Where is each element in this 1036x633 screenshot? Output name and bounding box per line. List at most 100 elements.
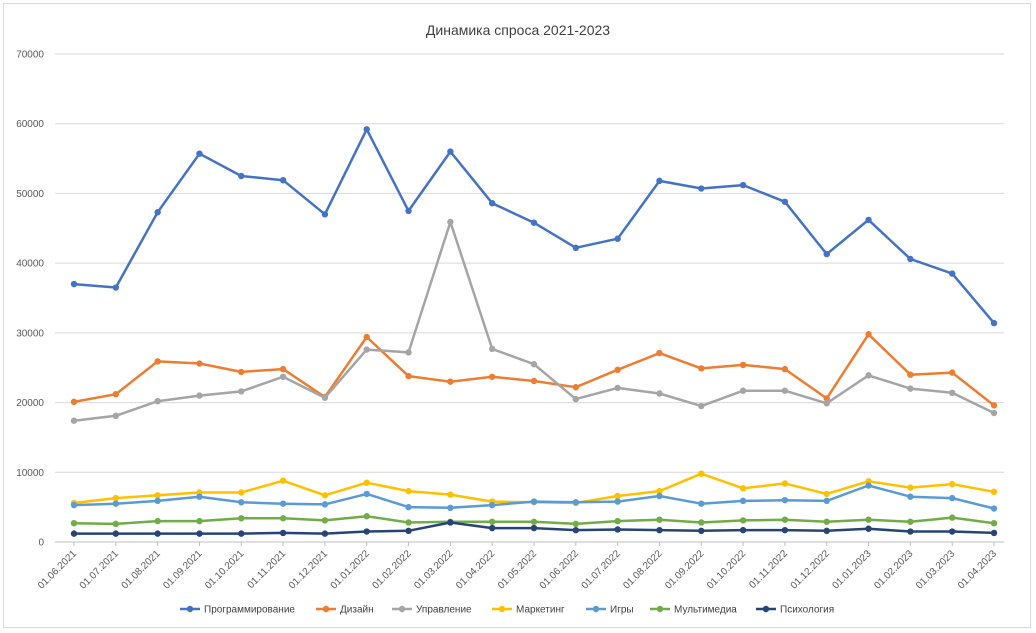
y-tick-label: 10000 <box>16 468 44 479</box>
data-point <box>405 527 412 535</box>
x-tick-label: 01.08.2021 <box>120 548 163 591</box>
data-point <box>614 384 621 392</box>
legend-item: Маркетинг <box>492 605 565 616</box>
data-point <box>865 482 872 489</box>
data-point <box>656 516 663 523</box>
data-point <box>321 530 329 537</box>
chart-title: Динамика спроса 2021-2023 <box>426 22 610 38</box>
data-point <box>154 517 161 525</box>
series-1 <box>70 126 998 327</box>
y-tick-label: 50000 <box>16 189 44 200</box>
data-point <box>865 331 872 338</box>
data-point <box>781 387 789 394</box>
data-point <box>488 345 496 353</box>
data-point <box>698 365 705 372</box>
data-point <box>70 501 78 509</box>
x-tick-label: 01.09.2021 <box>161 548 204 591</box>
data-point <box>781 496 789 504</box>
data-point <box>238 489 245 496</box>
data-point <box>823 527 830 535</box>
data-point <box>154 497 161 505</box>
legend-label: Программирование <box>204 605 295 616</box>
data-point <box>238 368 245 376</box>
x-tick-label: 01.03.2023 <box>914 548 957 591</box>
data-point <box>948 514 956 521</box>
x-tick-label: 01.12.2022 <box>789 548 832 591</box>
data-point <box>572 526 580 534</box>
legend-label: Дизайн <box>340 605 374 616</box>
data-point <box>656 492 663 500</box>
y-axis: 0 10000 20000 30000 40000 50000 60000 70000 <box>16 50 44 549</box>
y-tick-label: 40000 <box>16 259 44 270</box>
data-point <box>990 488 998 496</box>
data-point <box>530 518 538 525</box>
data-point <box>948 270 956 277</box>
legend-label: Управление <box>416 605 472 616</box>
data-point <box>572 384 580 391</box>
data-point <box>112 500 120 507</box>
data-point <box>196 530 203 537</box>
data-point <box>447 378 454 385</box>
data-point <box>656 526 663 534</box>
x-tick-label: 01.10.2021 <box>203 548 246 591</box>
data-point <box>112 530 120 537</box>
data-point <box>70 398 78 406</box>
data-point <box>112 412 120 420</box>
data-point <box>363 333 370 341</box>
data-point <box>447 491 454 498</box>
legend-marker <box>398 605 406 613</box>
data-point <box>530 377 538 385</box>
y-tick-label: 70000 <box>16 50 44 61</box>
data-point <box>238 172 245 180</box>
legend-marker <box>322 605 330 613</box>
data-point <box>70 530 78 537</box>
legend-item: Дизайн <box>316 605 374 616</box>
series-group <box>70 126 998 537</box>
legend-item: Мультимедиа <box>650 605 737 616</box>
data-point <box>405 349 412 356</box>
data-point <box>279 176 287 184</box>
data-point <box>990 519 998 527</box>
data-point <box>907 255 914 263</box>
data-point <box>990 409 998 417</box>
data-point <box>447 504 454 512</box>
data-point <box>321 394 329 401</box>
y-tick-label: 0 <box>38 538 44 549</box>
series-line <box>73 128 995 324</box>
data-point <box>572 499 580 506</box>
data-point <box>279 477 287 484</box>
series-7 <box>70 519 998 537</box>
data-point <box>948 389 956 397</box>
data-point <box>698 402 705 410</box>
data-point <box>990 402 998 409</box>
data-point <box>238 388 245 395</box>
legend-item: Управление <box>392 605 472 616</box>
data-point <box>321 211 329 218</box>
data-point <box>279 529 287 537</box>
legend-marker <box>762 605 770 613</box>
data-point <box>530 219 538 226</box>
data-point <box>739 497 747 505</box>
data-point <box>154 397 161 405</box>
data-point <box>488 373 496 380</box>
data-point <box>196 517 203 525</box>
data-point <box>739 361 747 369</box>
data-point <box>698 527 705 535</box>
data-point <box>196 360 203 367</box>
data-point <box>405 519 412 526</box>
series-3 <box>70 218 998 424</box>
data-point <box>614 492 621 500</box>
x-tick-label: 01.06.2021 <box>36 548 79 591</box>
data-point <box>698 500 705 507</box>
x-tick-label: 01.05.2022 <box>496 548 539 591</box>
x-tick-label: 01.06.2022 <box>538 548 581 591</box>
x-tick-label: 01.04.2022 <box>454 548 497 591</box>
data-point <box>990 319 998 327</box>
data-point <box>363 346 370 353</box>
data-point <box>488 524 496 532</box>
y-tick-label: 30000 <box>16 328 44 339</box>
data-point <box>572 395 580 403</box>
data-point <box>279 373 287 380</box>
data-point <box>614 526 621 533</box>
